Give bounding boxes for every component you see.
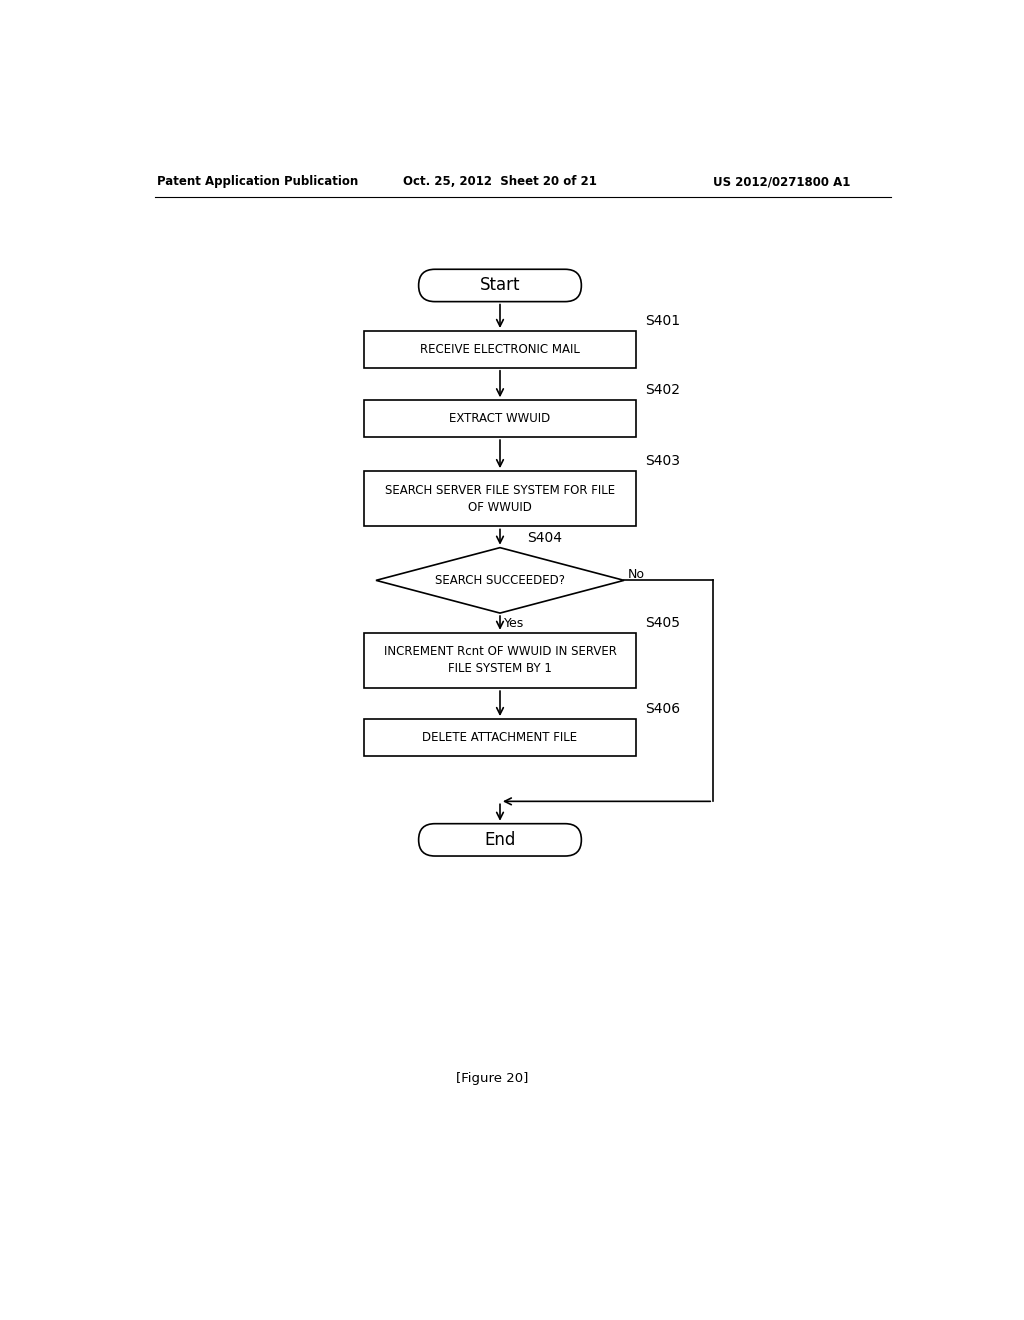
Bar [365, 719, 636, 756]
Text: Yes: Yes [504, 616, 524, 630]
Text: US 2012/0271800 A1: US 2012/0271800 A1 [713, 176, 851, 189]
Bar [365, 471, 636, 527]
Text: No: No [628, 568, 645, 581]
Text: S401: S401 [645, 314, 680, 327]
Text: RECEIVE ELECTRONIC MAIL: RECEIVE ELECTRONIC MAIL [420, 343, 580, 356]
Bar [365, 400, 636, 437]
Text: S403: S403 [645, 454, 680, 469]
Text: EXTRACT WWUID: EXTRACT WWUID [450, 412, 551, 425]
Text: SEARCH SERVER FILE SYSTEM FOR FILE
OF WWUID: SEARCH SERVER FILE SYSTEM FOR FILE OF WW… [385, 483, 615, 513]
Text: S406: S406 [645, 702, 680, 715]
FancyBboxPatch shape [419, 269, 582, 302]
Bar [365, 632, 636, 688]
FancyBboxPatch shape [419, 824, 582, 857]
Text: End: End [484, 830, 516, 849]
Text: INCREMENT Rcnt OF WWUID IN SERVER
FILE SYSTEM BY 1: INCREMENT Rcnt OF WWUID IN SERVER FILE S… [384, 645, 616, 676]
Polygon shape [376, 548, 624, 612]
Text: Patent Application Publication: Patent Application Publication [158, 176, 358, 189]
Text: Oct. 25, 2012  Sheet 20 of 21: Oct. 25, 2012 Sheet 20 of 21 [403, 176, 597, 189]
Text: S402: S402 [645, 383, 680, 397]
Text: SEARCH SUCCEEDED?: SEARCH SUCCEEDED? [435, 574, 565, 587]
Text: [Figure 20]: [Figure 20] [456, 1072, 528, 1085]
Text: Start: Start [480, 276, 520, 294]
Text: S404: S404 [527, 531, 562, 545]
Text: DELETE ATTACHMENT FILE: DELETE ATTACHMENT FILE [423, 731, 578, 744]
Bar [365, 331, 636, 368]
Text: S405: S405 [645, 615, 680, 630]
